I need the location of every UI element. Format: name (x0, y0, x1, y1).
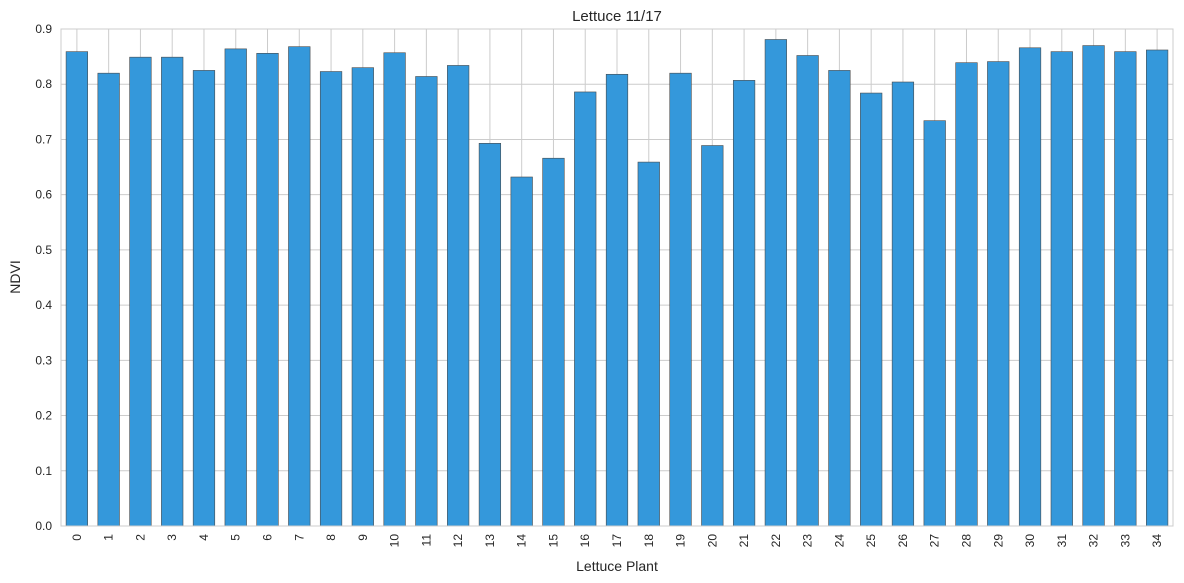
x-tick-label: 0 (70, 534, 84, 541)
bar-plant-3 (161, 56, 184, 527)
bar-plant-22 (764, 39, 787, 527)
x-tick-label: 7 (292, 534, 306, 541)
y-tick-label: 0.5 (35, 243, 52, 257)
bar-plant-1 (97, 72, 120, 527)
x-tick-label: 13 (483, 534, 497, 548)
bar-plant-33 (1114, 51, 1137, 527)
x-tick-label: 4 (197, 534, 211, 541)
bar-plant-32 (1082, 45, 1105, 527)
x-tick-label: 31 (1055, 534, 1069, 548)
x-tick-label: 24 (832, 534, 846, 548)
bar-plant-15 (542, 157, 565, 527)
x-tick-label: 29 (991, 534, 1005, 548)
bar-plant-24 (828, 70, 851, 527)
x-tick-label: 33 (1118, 534, 1132, 548)
x-tick-label: 18 (642, 534, 656, 548)
bar-plant-9 (351, 67, 374, 527)
x-tick-label: 22 (769, 534, 783, 548)
x-tick-label: 20 (705, 534, 719, 548)
x-tick-label: 6 (261, 534, 275, 541)
bar-plant-18 (637, 161, 660, 527)
x-tick-label: 21 (737, 534, 751, 548)
y-tick-label: 0.4 (35, 298, 52, 312)
x-tick-label: 30 (1023, 534, 1037, 548)
x-tick-label: 23 (801, 534, 815, 548)
x-tick-label: 16 (578, 534, 592, 548)
x-tick-label: 25 (864, 534, 878, 548)
bar-plant-2 (129, 56, 152, 527)
x-tick-label: 14 (515, 534, 529, 548)
bar-plant-6 (256, 52, 279, 527)
y-tick-label: 0.8 (35, 77, 52, 91)
bar-plant-11 (415, 76, 438, 527)
plot-frame (60, 28, 1174, 527)
bar-plant-28 (955, 62, 978, 527)
y-tick-label: 0.6 (35, 188, 52, 202)
bar-plant-34 (1146, 49, 1169, 527)
x-tick-label: 12 (451, 534, 465, 548)
bar-plant-13 (478, 143, 502, 527)
y-axis-title: NDVI (7, 260, 23, 293)
bar-plant-21 (732, 80, 756, 527)
x-tick-label: 2 (133, 534, 147, 541)
x-tick-label: 15 (546, 534, 560, 548)
y-tick-label: 0.3 (35, 353, 52, 367)
bar-plant-25 (860, 92, 883, 527)
x-tick-labels: 0 1 2 3 4 5 6 7 8 9 10 11 12 13 14 15 16 17 18 19 20 21 22 23 24… (70, 534, 1164, 548)
x-tick-label: 26 (896, 534, 910, 548)
bar-plant-5 (224, 48, 247, 527)
bar-plant-0 (65, 51, 88, 527)
x-tick-label: 8 (324, 534, 338, 541)
y-tick-label: 0.9 (35, 22, 52, 36)
x-tick-label: 5 (229, 534, 243, 541)
x-tick-label: 1 (102, 534, 116, 541)
bar-plant-17 (605, 73, 629, 527)
bar-plant-4 (192, 70, 216, 527)
x-tick-label: 3 (165, 534, 179, 541)
y-tick-label: 0.0 (35, 519, 52, 533)
bar-plant-29 (987, 61, 1010, 527)
bar-plant-31 (1050, 51, 1073, 527)
x-tick-label: 27 (928, 534, 942, 548)
x-tick-label: 17 (610, 534, 624, 548)
bar-plant-30 (1018, 47, 1042, 527)
y-tick-label: 0.2 (35, 409, 52, 423)
bars (65, 39, 1169, 527)
bar-plant-8 (319, 71, 343, 527)
bar-plant-23 (796, 55, 819, 527)
y-tick-label: 0.1 (35, 464, 52, 478)
chart-title: Lettuce 11/17 (572, 8, 662, 25)
x-tick-label: 9 (356, 534, 370, 541)
bar-plant-27 (923, 120, 946, 527)
x-tick-label: 19 (674, 534, 688, 548)
y-tick-label: 0.7 (35, 132, 52, 146)
x-tick-label: 10 (388, 534, 402, 548)
x-tick-label: 11 (419, 534, 433, 547)
bar-plant-10 (383, 52, 406, 527)
x-tick-label: 34 (1150, 534, 1164, 548)
bar-plant-26 (891, 81, 915, 527)
x-axis-title: Lettuce Plant (576, 558, 658, 574)
bar-plant-20 (701, 145, 724, 527)
x-tick-label: 32 (1087, 534, 1101, 548)
bar-plant-19 (669, 72, 692, 527)
y-tick-labels: 0.0 0.1 0.2 0.3 0.4 0.5 0.6 0.7 0.8 0.9 (35, 22, 52, 533)
x-tick-label: 28 (959, 534, 973, 548)
bar-plant-16 (574, 91, 597, 527)
bar-plant-12 (447, 65, 470, 527)
bar-plant-7 (288, 46, 311, 527)
bar-plant-14 (510, 176, 533, 527)
